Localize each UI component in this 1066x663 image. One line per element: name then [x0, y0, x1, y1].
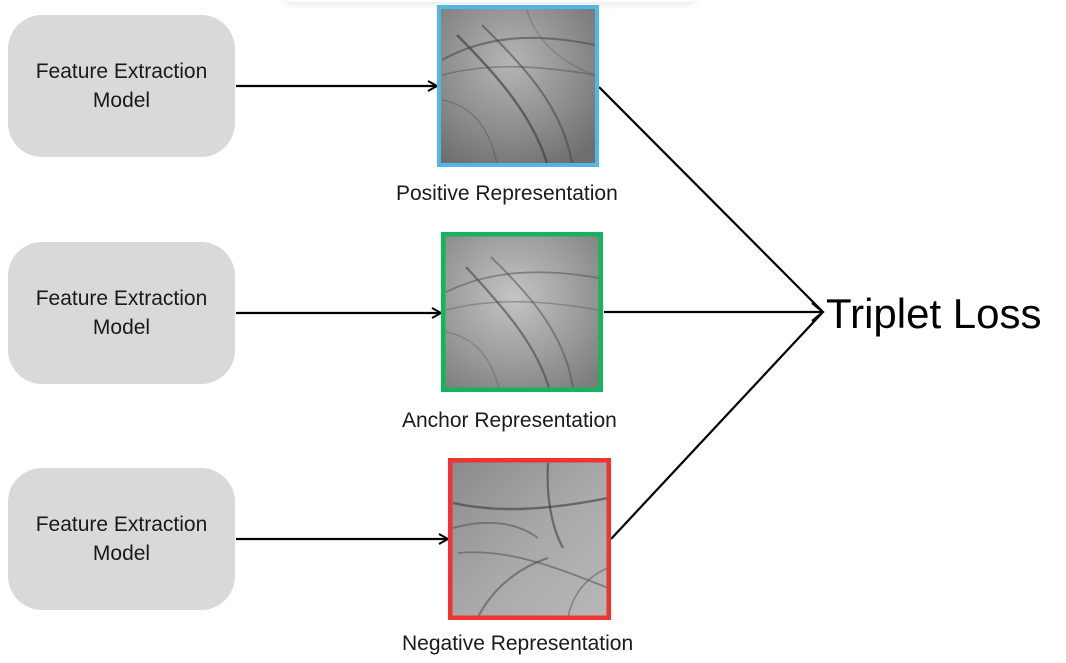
feature-extraction-model-2: Feature Extraction Model [8, 242, 235, 384]
line-negative-to-loss [610, 312, 823, 540]
model-label: Feature Extraction Model [35, 513, 208, 565]
negative-representation-label: Negative Representation [402, 632, 634, 655]
positive-representation-image [437, 5, 599, 167]
negative-representation-image [448, 458, 611, 620]
anchor-border [441, 232, 603, 392]
line-positive-to-loss [598, 86, 823, 312]
model-label: Feature Extraction Model [35, 60, 208, 112]
anchor-representation-image [441, 232, 603, 392]
triplet-loss-label: Triplet Loss [826, 290, 1042, 337]
negative-border [448, 458, 611, 620]
model-label: Feature Extraction Model [35, 287, 208, 339]
anchor-representation-label: Anchor Representation [402, 409, 617, 432]
positive-representation-label: Positive Representation [396, 182, 618, 205]
feature-extraction-model-1: Feature Extraction Model [8, 15, 235, 157]
positive-border [437, 5, 599, 167]
feature-extraction-model-3: Feature Extraction Model [8, 468, 235, 610]
arrowhead-loss [811, 302, 825, 322]
